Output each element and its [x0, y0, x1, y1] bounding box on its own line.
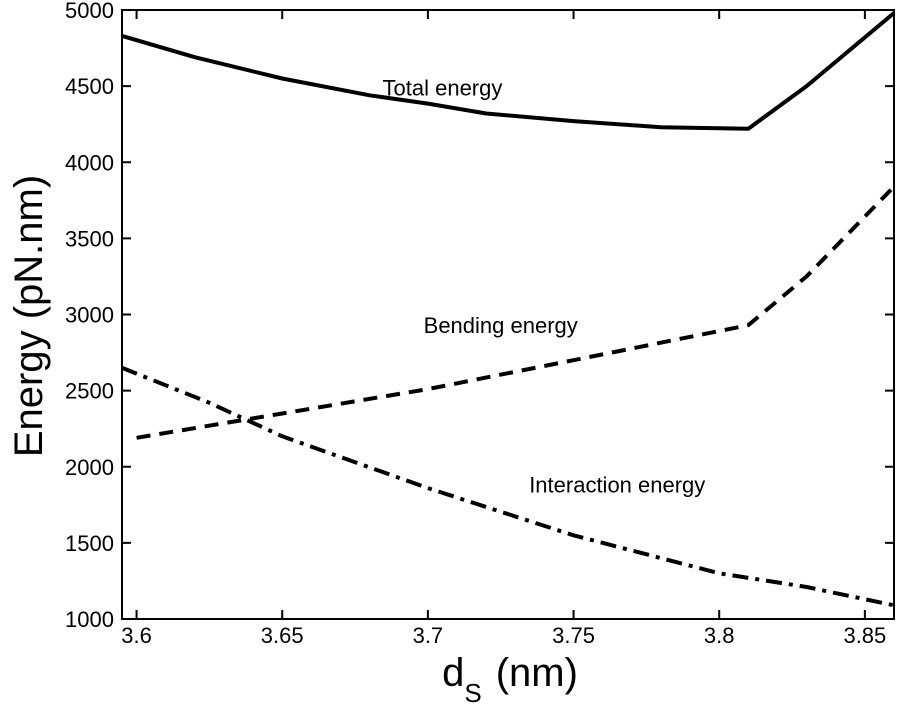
- x-tick-label: 3.65: [261, 623, 304, 648]
- y-axis-label: Energy (pN.nm): [7, 175, 51, 457]
- y-tick-label: 3500: [65, 226, 114, 251]
- y-tick-label: 3000: [65, 303, 114, 328]
- plot-lines: [121, 11, 896, 608]
- annotation-bending-energy: Bending energy: [424, 313, 578, 338]
- series-line-interaction-energy: [121, 365, 895, 608]
- series-line-bending-energy: [136, 185, 896, 440]
- series-annotations: Total energy Bending energy Interaction en…: [383, 75, 706, 497]
- x-axis-label-unit: (nm): [496, 651, 578, 695]
- y-tick-label: 5000: [65, 0, 114, 23]
- x-tick-label: 3.7: [413, 623, 444, 648]
- x-tick-label: 3.6: [121, 623, 152, 648]
- y-tick-label: 4000: [65, 150, 114, 175]
- x-axis-ticks: 3.6 3.65 3.7 3.75 3.8 3.85: [121, 10, 886, 648]
- y-tick-label: 1500: [65, 531, 114, 556]
- x-axis-label-subscript: S: [464, 678, 481, 708]
- y-tick-label: 1000: [65, 607, 114, 632]
- x-tick-label: 3.85: [843, 623, 886, 648]
- annotation-total-energy: Total energy: [383, 75, 503, 100]
- x-axis-label: dS (nm): [442, 651, 578, 708]
- x-tick-label: 3.8: [704, 623, 735, 648]
- series-line-total-energy: [121, 11, 896, 131]
- y-tick-label: 4500: [65, 74, 114, 99]
- y-tick-label: 2500: [65, 379, 114, 404]
- x-axis-label-main: d: [442, 651, 464, 695]
- y-axis-ticks: 1000 1500 2000 2500 3000 3500 4000 4500 5000: [65, 0, 894, 632]
- y-tick-label: 2000: [65, 455, 114, 480]
- annotation-interaction-energy: Interaction energy: [529, 473, 705, 498]
- x-tick-label: 3.75: [552, 623, 595, 648]
